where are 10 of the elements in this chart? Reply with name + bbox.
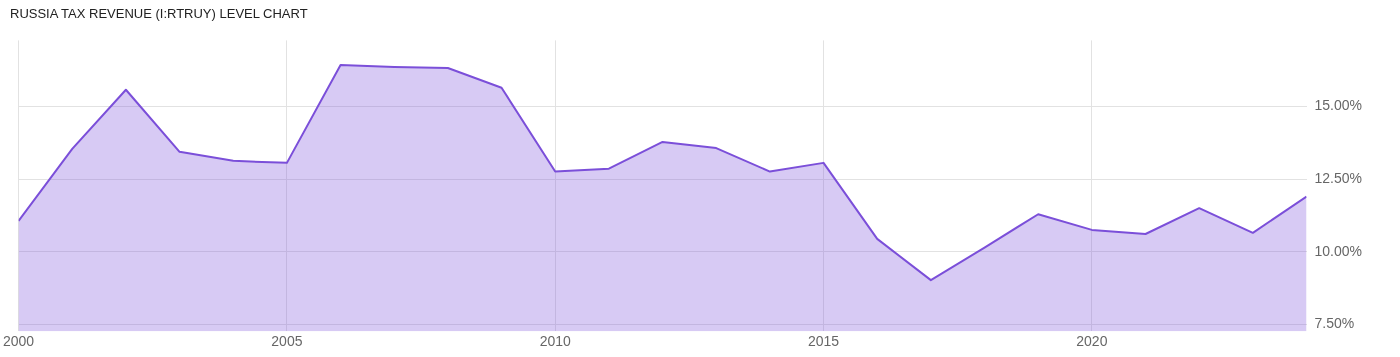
x-tick-label: 2020 xyxy=(1076,333,1108,350)
y-tick-label: 10.00% xyxy=(1314,242,1362,259)
chart-title: RUSSIA TAX REVENUE (I:RTRUY) LEVEL CHART xyxy=(10,6,308,21)
y-tick-label: 12.50% xyxy=(1314,169,1362,186)
x-tick-label: 2005 xyxy=(271,333,303,350)
y-tick-label: 15.00% xyxy=(1314,97,1362,114)
y-tick-label: 7.50% xyxy=(1314,315,1355,332)
x-tick-label: 2015 xyxy=(807,333,840,350)
x-tick-label: 2010 xyxy=(539,333,571,350)
x-tick-label: 2000 xyxy=(2,333,35,350)
